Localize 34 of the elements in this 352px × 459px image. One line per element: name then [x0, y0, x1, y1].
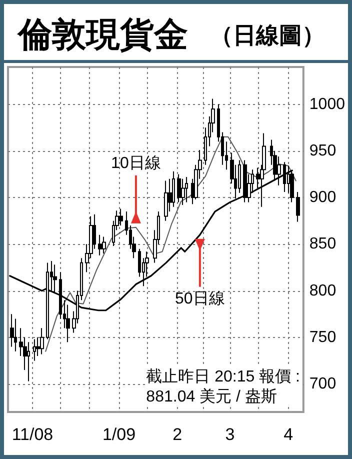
chart-subtitle: （日線圖） [210, 21, 325, 50]
candlestick [53, 264, 57, 294]
y-tick-label: 850 [309, 236, 336, 253]
candlestick [296, 191, 300, 222]
candlestick [102, 236, 106, 254]
y-tick-label: 750 [309, 328, 336, 346]
annotation: 50日線 [175, 290, 225, 308]
x-tick-label: 1/09 [102, 425, 136, 444]
candlestick [164, 180, 168, 222]
y-tick-label: 900 [309, 189, 336, 206]
y-tick-label: 950 [309, 142, 336, 160]
annotation: 10日線 [111, 154, 161, 172]
candlestick [14, 318, 17, 352]
chart-title: 倫敦現貨金 [18, 15, 188, 56]
candlestick [66, 304, 70, 343]
candlestick [98, 234, 102, 256]
candlestick [181, 178, 185, 206]
candlestick [185, 176, 188, 203]
y-tick-label: 700 [309, 376, 336, 393]
candlestick [33, 338, 36, 362]
x-tick-label: 2 [172, 425, 182, 444]
line-series [45, 136, 296, 352]
y-tick-label: 800 [309, 282, 336, 300]
candlestick [172, 170, 175, 208]
candlestick [177, 174, 181, 203]
annotation: 截止昨日 20:15 報價 : 881.04 美元 / 盎斯 [146, 368, 300, 406]
x-tick-label: 3 [225, 425, 235, 444]
candlestick [10, 314, 14, 348]
x-tick-label: 11/08 [12, 425, 54, 444]
x-tick-label: 4 [284, 425, 294, 444]
y-tick-label: 1000 [309, 96, 346, 113]
candlestick [27, 342, 30, 382]
candlestick [40, 328, 44, 355]
candlestick [119, 208, 123, 226]
